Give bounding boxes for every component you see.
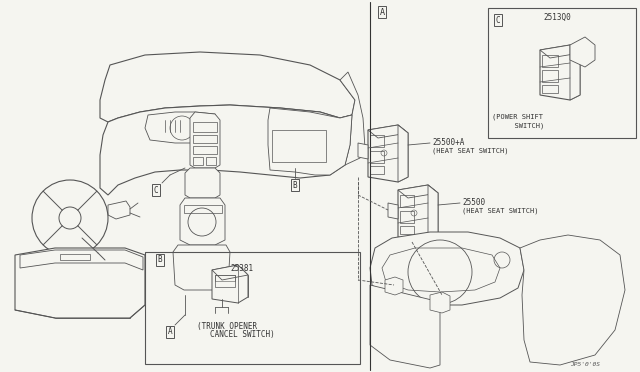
Polygon shape [185,168,220,198]
Text: SWITCH): SWITCH) [506,122,544,128]
Polygon shape [398,185,438,198]
Polygon shape [388,203,398,219]
Polygon shape [212,265,248,303]
Bar [542,85,558,93]
Text: A: A [168,327,172,337]
Text: B: B [157,256,163,264]
Text: (POWER SHIFT: (POWER SHIFT [492,113,543,119]
Text: (TRUNK OPENER: (TRUNK OPENER [197,322,257,331]
Bar [193,122,217,132]
Bar [193,146,217,154]
Bar [145,252,360,364]
Polygon shape [540,45,580,58]
Text: 2513Q0: 2513Q0 [543,13,571,22]
Polygon shape [173,245,230,290]
Bar [400,226,414,234]
Polygon shape [340,72,365,165]
Text: CANCEL SWITCH): CANCEL SWITCH) [210,330,275,339]
Polygon shape [368,125,408,182]
Bar [370,151,384,163]
Text: B: B [292,180,298,189]
Bar [193,135,217,143]
Polygon shape [570,45,580,100]
Polygon shape [428,185,438,242]
Bar [193,157,203,165]
Polygon shape [368,125,408,138]
Text: A: A [380,7,385,16]
Bar [60,254,90,260]
Text: 25500+A: 25500+A [432,138,465,147]
Polygon shape [268,108,352,175]
Bar [542,55,558,67]
Bar [215,275,235,287]
Polygon shape [370,232,524,305]
Bar [542,70,558,82]
Text: C: C [154,186,158,195]
Polygon shape [190,112,220,168]
Bar [370,135,384,147]
Text: 25500: 25500 [462,198,485,207]
Polygon shape [385,277,403,295]
Polygon shape [570,37,595,67]
Polygon shape [540,45,580,100]
Polygon shape [382,248,500,292]
Text: C: C [496,16,500,25]
Polygon shape [100,52,355,122]
Bar [370,166,384,174]
Polygon shape [20,250,143,270]
Polygon shape [398,185,438,242]
Polygon shape [370,285,440,368]
Polygon shape [358,143,368,159]
Polygon shape [15,248,145,318]
Text: 25381: 25381 [230,264,253,273]
Polygon shape [100,105,352,195]
Polygon shape [398,125,408,182]
Polygon shape [212,265,248,280]
Bar [400,195,414,207]
Text: (HEAT SEAT SWITCH): (HEAT SEAT SWITCH) [462,207,538,214]
Polygon shape [145,112,218,143]
Polygon shape [430,292,450,313]
Bar [400,211,414,223]
Polygon shape [180,198,225,245]
Bar [488,8,636,138]
Bar [184,205,222,213]
Text: (HEAT SEAT SWITCH): (HEAT SEAT SWITCH) [432,147,509,154]
Bar [215,275,235,281]
Bar [206,157,216,165]
Polygon shape [520,235,625,365]
Text: JP5'0'0S: JP5'0'0S [570,362,600,367]
